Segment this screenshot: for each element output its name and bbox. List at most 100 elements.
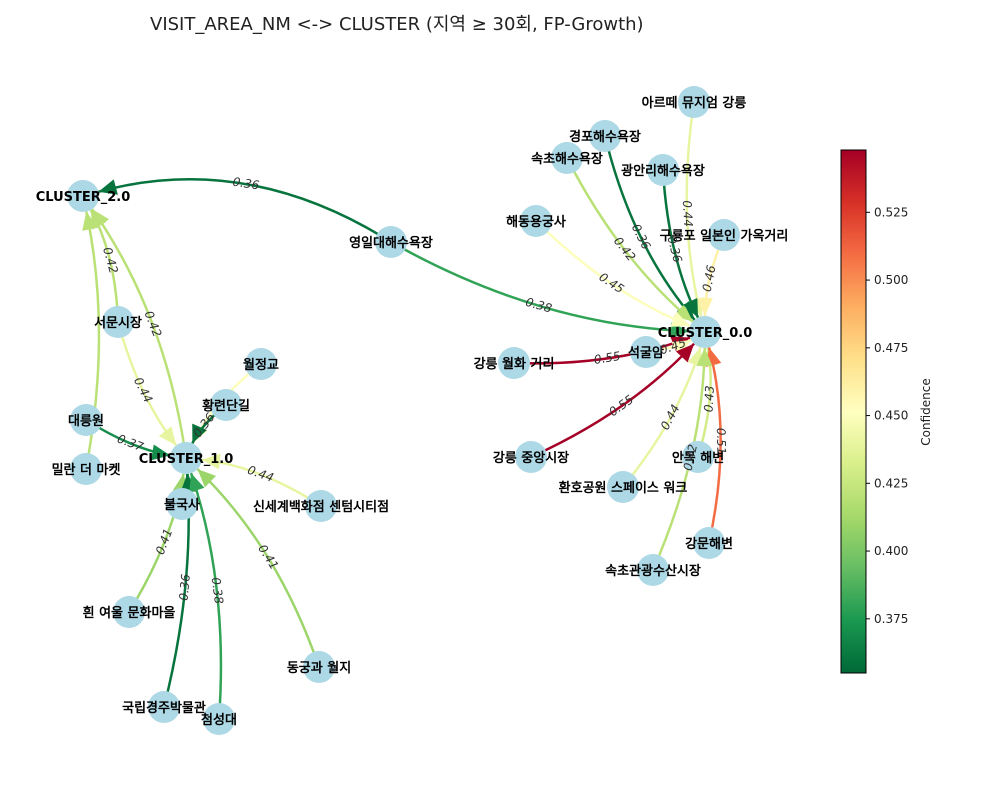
edge-arrowhead — [675, 343, 695, 363]
node-hwangridan: 황련단길 — [202, 389, 250, 421]
node-circle — [693, 527, 725, 559]
node-seokguram: 석굴암 — [628, 336, 664, 368]
node-circle — [607, 471, 639, 503]
node-anmok: 안목 해변 — [672, 441, 724, 473]
node-circle — [637, 554, 669, 586]
node-label: CLUSTER_1.0 — [139, 452, 234, 467]
node-milan: 밀란 더 마켓 — [52, 453, 120, 485]
node-label: 강릉 중앙시장 — [493, 450, 569, 466]
chart-title: VISIT_AREA_NM <-> CLUSTER (지역 ≥ 30회, FP-… — [150, 14, 644, 35]
edge-label: 0.41 — [255, 542, 281, 572]
edge-arrowhead — [92, 209, 110, 229]
colorbar-tick-label: 0.400 — [874, 544, 908, 558]
node-label: 흰 여울 문화마을 — [83, 605, 176, 621]
node-circle — [245, 348, 277, 380]
node-label: 국립경주박물관 — [122, 700, 206, 716]
edge-label: 0.37 — [115, 432, 145, 455]
colorbar-label: Confidence — [919, 378, 933, 445]
edge-arrowhead — [189, 473, 205, 493]
node-label: 동궁과 월지 — [287, 660, 351, 676]
edge-arrowhead — [197, 469, 217, 488]
node-circle — [630, 336, 662, 368]
edge-arrowhead — [98, 179, 118, 195]
node-circle — [682, 441, 714, 473]
node-circle — [647, 154, 679, 186]
edge-label: 0.44 — [246, 463, 276, 485]
node-gangmun: 강문해변 — [685, 527, 733, 559]
node-circle — [166, 488, 198, 520]
colorbar-scale — [840, 149, 867, 674]
edge-label: 0.44 — [658, 402, 683, 432]
node-museum: 국립경주박물관 — [122, 691, 206, 723]
node-label: 강릉 월화 거리 — [474, 356, 555, 372]
edges-layer — [82, 101, 726, 720]
node-circle — [170, 442, 202, 474]
node-label: 불국사 — [164, 497, 200, 513]
node-circle — [689, 316, 721, 348]
node-circle — [210, 389, 242, 421]
edge-label: 0.43 — [701, 385, 716, 412]
node-sokchomarket: 속초관광수산시장 — [605, 554, 701, 586]
node-label: 속초해수욕장 — [531, 151, 603, 167]
edge-label: 0.46 — [700, 264, 719, 293]
edge-label: 0.36 — [232, 175, 261, 193]
edge-label: 0.45 — [597, 270, 627, 296]
node-label: 황련단길 — [202, 398, 250, 414]
node-circle — [148, 691, 180, 723]
edge-yeongil-c0 — [390, 240, 690, 333]
edge-arrowhead — [671, 340, 692, 356]
node-circle — [678, 86, 710, 118]
node-circle — [305, 490, 337, 522]
edge-arrowhead — [670, 311, 691, 327]
node-circle — [203, 703, 235, 735]
node-label: CLUSTER_2.0 — [36, 190, 131, 205]
colorbar-tick-label: 0.425 — [874, 476, 908, 490]
edge-label: 0.42 — [142, 309, 165, 339]
node-circle — [708, 219, 740, 251]
edge-arrowhead — [158, 426, 177, 446]
node-seomun: 서문시장 — [94, 306, 142, 338]
node-label: 경포해수욕장 — [569, 129, 641, 145]
node-guryongpo: 구룡포 일본인 가옥거리 — [660, 219, 789, 251]
node-daereung: 대릉원 — [68, 404, 104, 436]
node-circle — [515, 441, 547, 473]
edge-label: 0.38 — [209, 576, 226, 605]
edge-arrowhead — [192, 423, 207, 444]
colorbar: 0.375 0.400 0.425 0.450 0.475 0.500 0.525 Conf… — [840, 149, 933, 674]
node-label: 해동용궁사 — [506, 214, 566, 230]
edge-label: 0.51 — [714, 428, 729, 455]
node-circle — [498, 347, 530, 379]
edge-label: 0.42 — [100, 246, 121, 275]
node-label: 서문시장 — [94, 315, 142, 331]
edge-arrowhead — [82, 211, 98, 231]
node-sokcho: 속초해수욕장 — [531, 142, 603, 174]
edge-gyeongpo-c0 — [603, 135, 696, 321]
edge-label: 0.38 — [524, 295, 554, 316]
edge-label: 0.55 — [606, 392, 636, 419]
node-artemuseum: 아르떼 뮤지엄 강릉 — [642, 86, 747, 118]
colorbar-tick-label: 0.500 — [874, 273, 908, 287]
edge-c1-c2 — [91, 208, 188, 459]
edge-jungang-c0 — [530, 342, 696, 459]
edge-wolhwa-c0 — [513, 336, 691, 365]
node-label: 광안리해수욕장 — [621, 163, 705, 179]
edge-label: 0.42 — [681, 443, 700, 472]
node-circle — [67, 180, 99, 212]
node-circle — [520, 205, 552, 237]
nodes-layer: CLUSTER_2.0 CLUSTER_1.0 CLUSTER_0.0 영일대해수욕장… — [36, 86, 789, 735]
node-label: 환호공원 스페이스 워크 — [559, 480, 688, 496]
node-circle — [551, 142, 583, 174]
node-circle — [102, 306, 134, 338]
node-label: 석굴암 — [628, 345, 664, 361]
edge-yeongil-c2 — [98, 178, 392, 244]
node-c0: CLUSTER_0.0 — [658, 316, 752, 348]
node-label: 아르떼 뮤지엄 강릉 — [642, 95, 747, 111]
node-circle — [113, 596, 145, 628]
edge-arrowhead — [682, 297, 699, 318]
node-label: 구룡포 일본인 가옥거리 — [660, 228, 789, 244]
colorbar-tick-label: 0.450 — [874, 409, 908, 423]
node-circle — [375, 226, 407, 258]
node-label: 속초관광수산시장 — [605, 563, 701, 579]
edge-artemuseum-c0 — [685, 101, 703, 317]
